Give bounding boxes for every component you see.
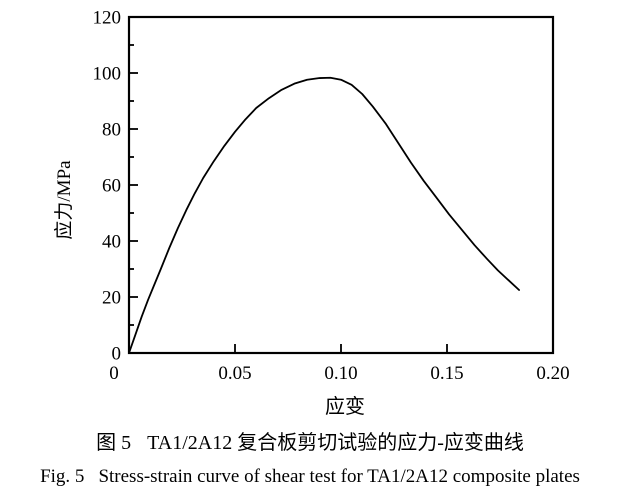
x-tick-label: 0.10: [324, 363, 357, 384]
y-tick-label: 60: [102, 176, 121, 197]
x-tick-label: 0.05: [218, 363, 251, 384]
y-tick-label: 80: [102, 120, 121, 141]
y-tick-label: 40: [102, 232, 121, 253]
x-tick-label: 0: [109, 363, 119, 384]
x-tick-label: 0.20: [536, 363, 569, 384]
stress-strain-chart: 0 20 40 60 80 100 120 0 0.05 0.10 0.15 0.20 应力/MPa 应变: [53, 8, 570, 419]
x-tick-label: 0.15: [430, 363, 463, 384]
y-tick-label: 20: [102, 288, 121, 309]
figure-title-en: Stress-strain curve of shear test for TA…: [98, 466, 580, 487]
y-tick-label: 120: [93, 8, 122, 29]
plot-frame: [127, 15, 555, 355]
stress-strain-curve: [128, 76, 520, 354]
figure-caption-en: Fig. 5 Stress-strain curve of shear test …: [0, 465, 620, 489]
y-tick-label: 100: [93, 64, 122, 85]
figure-number-en: Fig. 5: [40, 466, 85, 487]
x-axis-title: 应变: [325, 395, 365, 418]
figure-title-zh: TA1/2A12 复合板剪切试验的应力-应变曲线: [147, 432, 524, 454]
figure-caption-zh: 图 5 TA1/2A12 复合板剪切试验的应力-应变曲线: [0, 430, 620, 456]
figure-number-zh: 图 5: [96, 432, 132, 454]
y-tick-label: 0: [112, 344, 122, 365]
y-axis-title: 应力/MPa: [53, 160, 75, 240]
